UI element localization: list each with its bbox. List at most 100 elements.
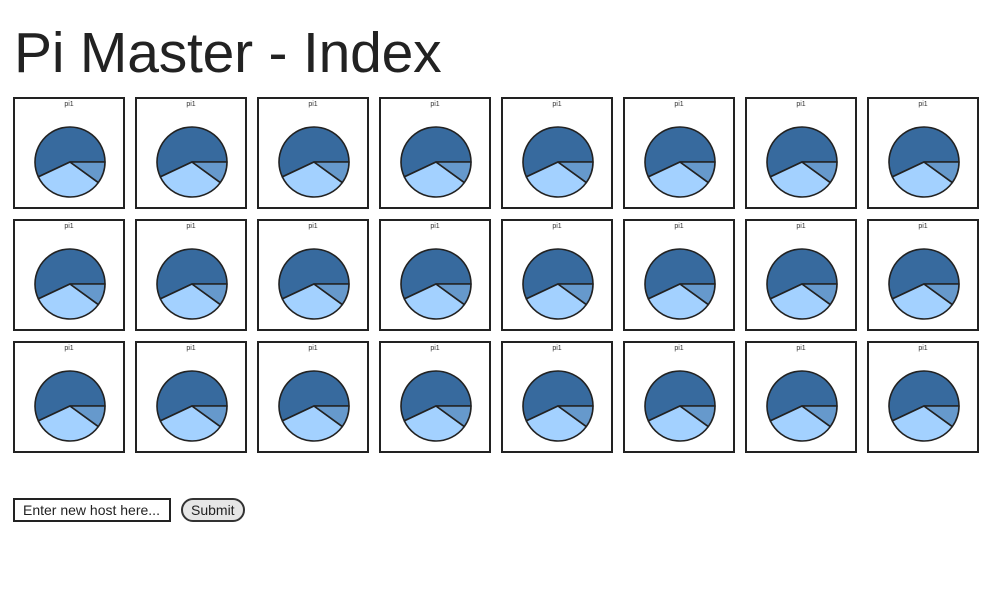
- pie-slice-3: [923, 405, 960, 428]
- host-tile[interactable]: pi1: [623, 97, 735, 209]
- host-usage-pie-chart: [400, 126, 472, 198]
- pie-slice-1: [766, 126, 838, 178]
- pie-slice-3: [69, 161, 106, 184]
- new-host-form: Submit: [13, 498, 245, 522]
- host-tile[interactable]: pi1: [745, 219, 857, 331]
- host-tile[interactable]: pi1: [135, 219, 247, 331]
- pie-slice-2: [281, 405, 344, 442]
- host-name-label: pi1: [918, 345, 928, 352]
- host-name-label: pi1: [64, 223, 74, 230]
- pie-slice-2: [769, 283, 832, 320]
- host-tile[interactable]: pi1: [379, 341, 491, 453]
- host-usage-pie-chart: [888, 126, 960, 198]
- pie-slice-1: [766, 370, 838, 422]
- host-tile[interactable]: pi1: [745, 97, 857, 209]
- pie-slice-1: [644, 370, 716, 422]
- host-tile[interactable]: pi1: [379, 97, 491, 209]
- host-tile[interactable]: pi1: [135, 97, 247, 209]
- host-tile[interactable]: pi1: [13, 219, 125, 331]
- pie-slice-2: [647, 283, 710, 320]
- pie-slice-2: [525, 161, 588, 198]
- pie-slice-1: [400, 126, 472, 178]
- pie-slice-3: [801, 283, 838, 306]
- host-usage-pie-chart: [400, 248, 472, 320]
- host-name-label: pi1: [308, 345, 318, 352]
- host-name-label: pi1: [674, 223, 684, 230]
- pie-slice-3: [69, 283, 106, 306]
- pie-slice-3: [191, 283, 228, 306]
- host-tile[interactable]: pi1: [257, 97, 369, 209]
- pie-slice-1: [400, 248, 472, 300]
- pie-slice-1: [34, 248, 106, 300]
- host-tile[interactable]: pi1: [13, 97, 125, 209]
- host-tile[interactable]: pi1: [623, 219, 735, 331]
- pie-slice-3: [191, 405, 228, 428]
- host-tile[interactable]: pi1: [257, 341, 369, 453]
- host-usage-pie-chart: [34, 370, 106, 442]
- pie-slice-2: [403, 161, 466, 198]
- host-name-label: pi1: [552, 345, 562, 352]
- pie-slice-2: [37, 161, 100, 198]
- host-tile[interactable]: pi1: [379, 219, 491, 331]
- host-name-label: pi1: [430, 101, 440, 108]
- host-tile[interactable]: pi1: [867, 341, 979, 453]
- pie-slice-2: [891, 405, 954, 442]
- host-usage-pie-chart: [522, 248, 594, 320]
- pie-slice-3: [435, 405, 472, 428]
- host-grid: pi1 pi1 pi1 pi1 pi1 pi1 pi1 pi1 pi1 pi1 pi1 pi1 pi1 p…: [13, 97, 979, 453]
- host-usage-pie-chart: [888, 370, 960, 442]
- host-usage-pie-chart: [278, 248, 350, 320]
- host-name-label: pi1: [64, 345, 74, 352]
- new-host-input[interactable]: [13, 498, 171, 522]
- host-usage-pie-chart: [278, 370, 350, 442]
- host-usage-pie-chart: [644, 370, 716, 442]
- pie-slice-3: [557, 405, 594, 428]
- pie-slice-3: [191, 161, 228, 184]
- host-tile[interactable]: pi1: [867, 219, 979, 331]
- host-tile[interactable]: pi1: [867, 97, 979, 209]
- pie-slice-1: [156, 248, 228, 300]
- host-tile[interactable]: pi1: [257, 219, 369, 331]
- submit-button[interactable]: Submit: [181, 498, 245, 522]
- host-tile[interactable]: pi1: [501, 219, 613, 331]
- pie-slice-1: [156, 126, 228, 178]
- host-usage-pie-chart: [34, 248, 106, 320]
- pie-slice-2: [647, 405, 710, 442]
- host-usage-pie-chart: [278, 126, 350, 198]
- host-name-label: pi1: [552, 223, 562, 230]
- host-tile[interactable]: pi1: [135, 341, 247, 453]
- pie-slice-2: [525, 283, 588, 320]
- pie-slice-3: [923, 283, 960, 306]
- host-name-label: pi1: [430, 223, 440, 230]
- pie-slice-2: [403, 283, 466, 320]
- host-name-label: pi1: [796, 101, 806, 108]
- host-usage-pie-chart: [400, 370, 472, 442]
- pie-slice-3: [69, 405, 106, 428]
- pie-slice-1: [644, 248, 716, 300]
- pie-slice-3: [313, 283, 350, 306]
- pie-slice-1: [400, 370, 472, 422]
- host-usage-pie-chart: [888, 248, 960, 320]
- host-tile[interactable]: pi1: [501, 97, 613, 209]
- pie-slice-3: [557, 283, 594, 306]
- host-usage-pie-chart: [644, 248, 716, 320]
- pie-slice-3: [313, 161, 350, 184]
- pie-slice-1: [766, 248, 838, 300]
- host-tile[interactable]: pi1: [13, 341, 125, 453]
- host-usage-pie-chart: [766, 248, 838, 320]
- host-usage-pie-chart: [156, 126, 228, 198]
- pie-slice-3: [679, 405, 716, 428]
- page-title: Pi Master - Index: [14, 21, 442, 85]
- host-usage-pie-chart: [522, 126, 594, 198]
- pie-slice-2: [159, 161, 222, 198]
- host-name-label: pi1: [308, 101, 318, 108]
- host-tile[interactable]: pi1: [745, 341, 857, 453]
- host-usage-pie-chart: [156, 248, 228, 320]
- pie-slice-2: [525, 405, 588, 442]
- host-tile[interactable]: pi1: [501, 341, 613, 453]
- host-usage-pie-chart: [766, 126, 838, 198]
- pie-slice-2: [403, 405, 466, 442]
- host-name-label: pi1: [796, 345, 806, 352]
- pie-slice-1: [888, 370, 960, 422]
- host-tile[interactable]: pi1: [623, 341, 735, 453]
